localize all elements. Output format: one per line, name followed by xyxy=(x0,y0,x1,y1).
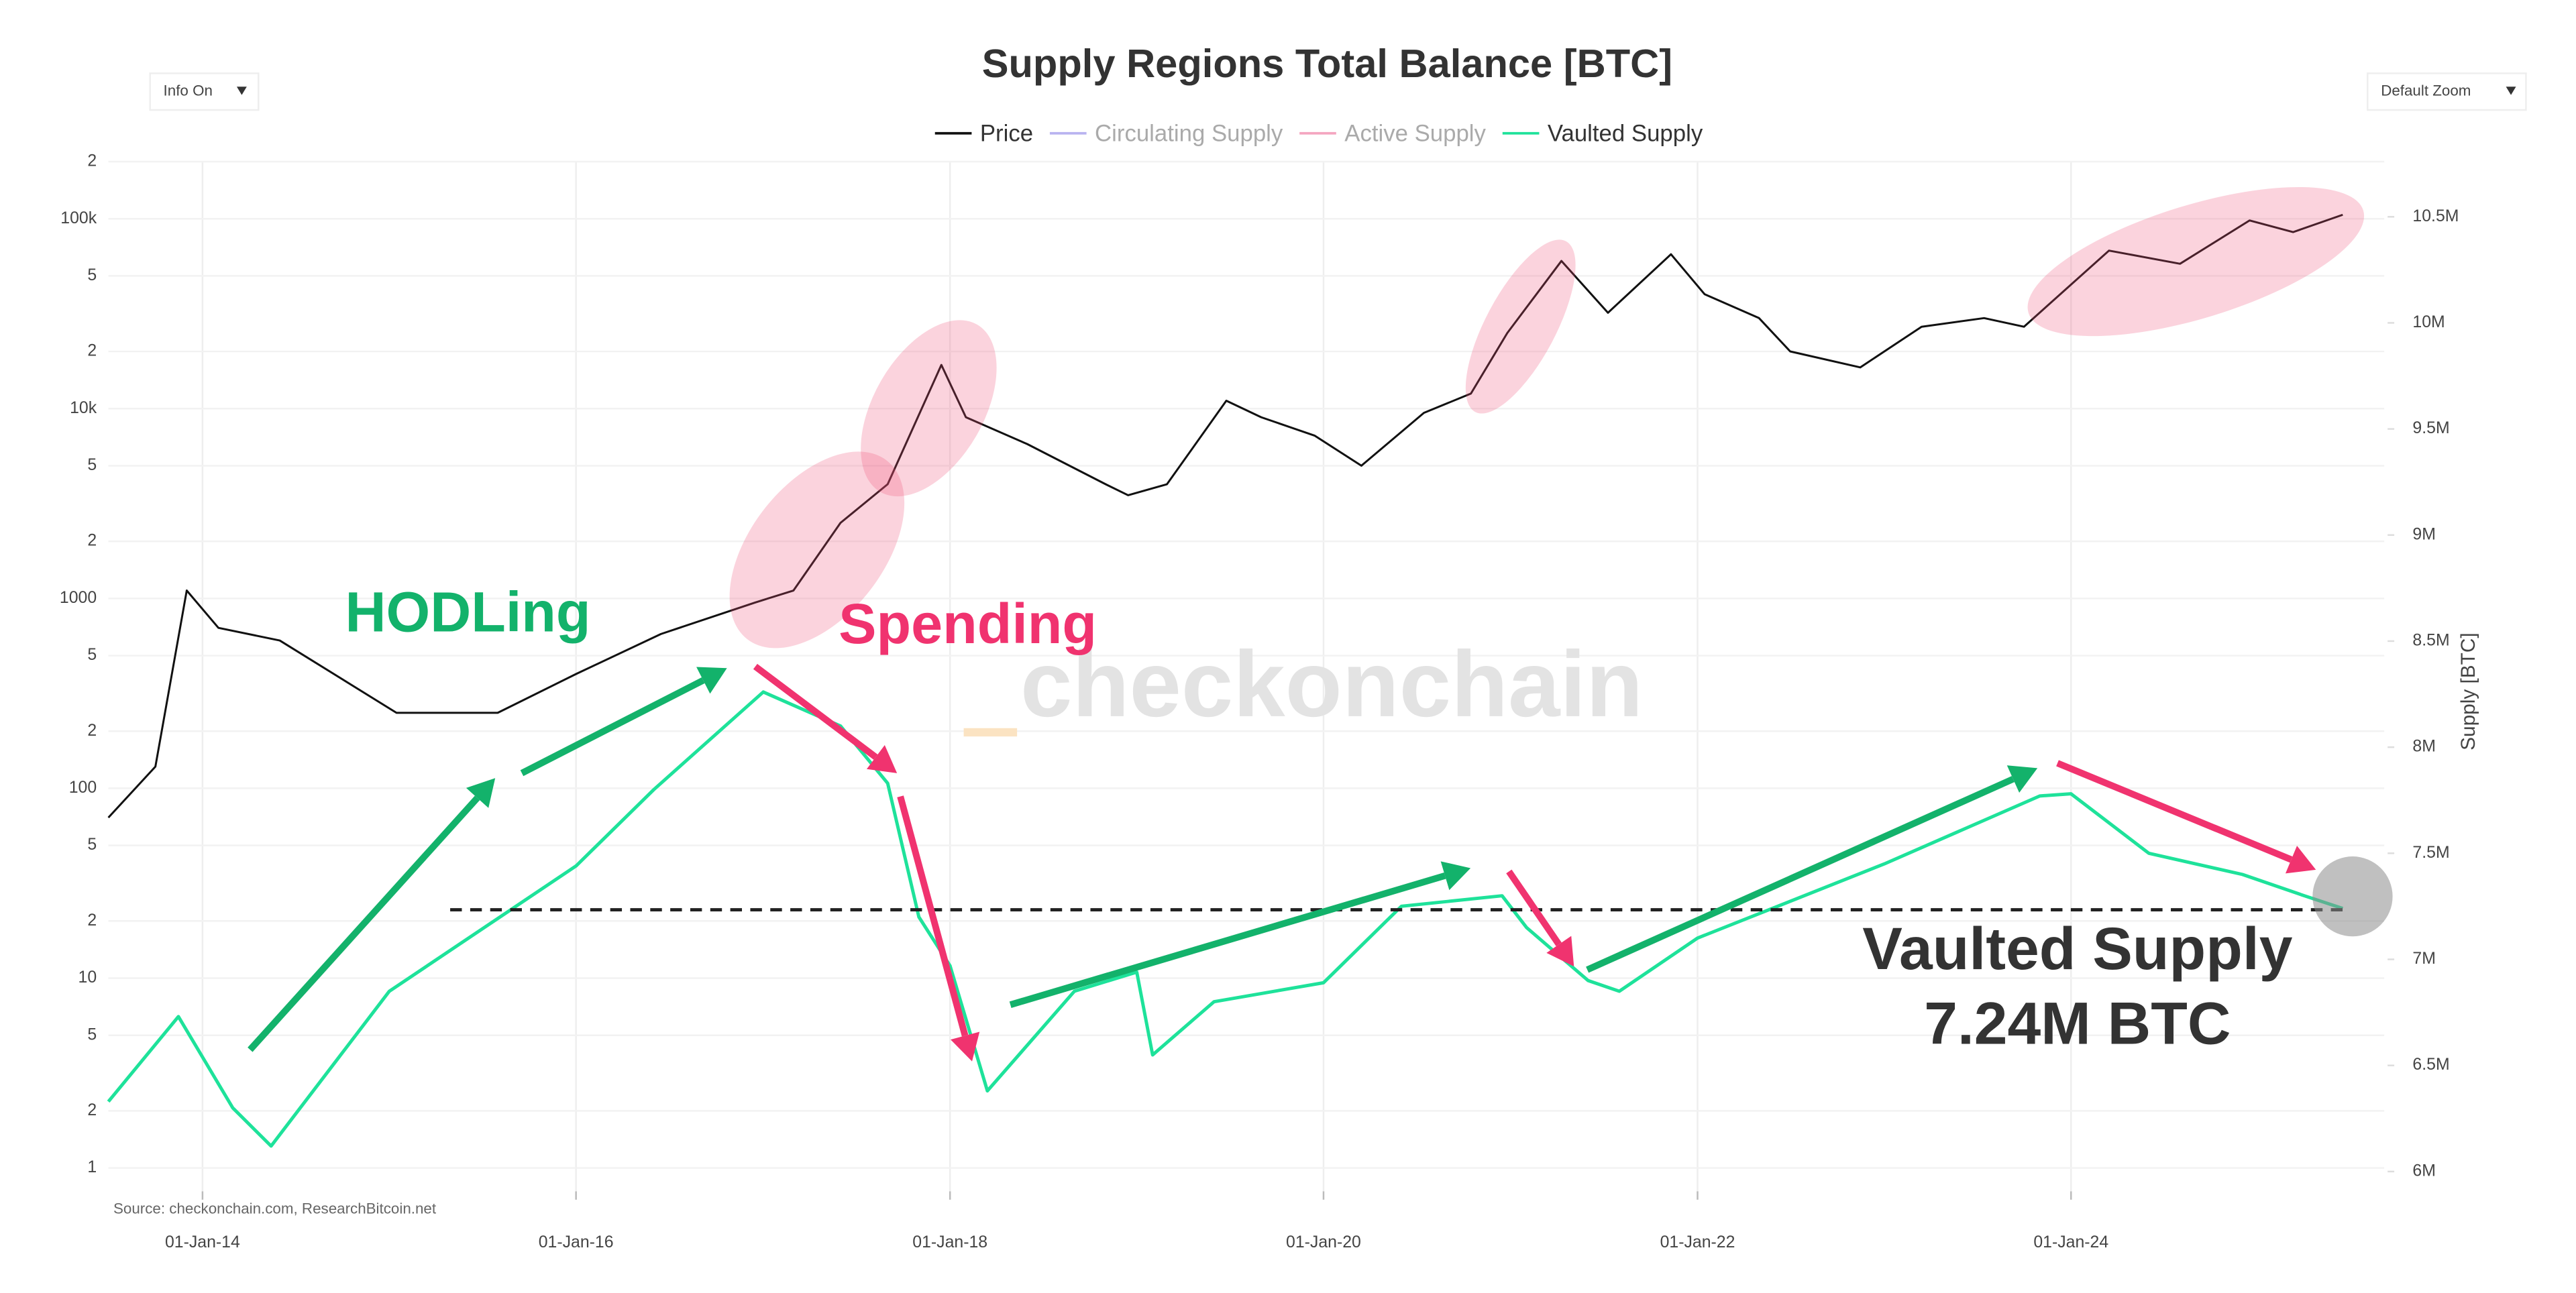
annotation-vaulted-title: Vaulted Supply xyxy=(1862,915,2292,982)
trend-arrow-head xyxy=(2285,846,2316,874)
legend-item: Vaulted Supply xyxy=(1502,121,1703,146)
highlight-ellipse xyxy=(861,320,997,497)
trend-arrow-head xyxy=(696,667,727,694)
y2-tick-label: 8M xyxy=(2412,738,2436,756)
y2-tick-label: 6.5M xyxy=(2412,1056,2449,1074)
current-marker xyxy=(2312,856,2393,937)
trend-arrow xyxy=(897,795,969,1037)
y-tick-label: 5 xyxy=(87,646,97,664)
trend-arrow xyxy=(1506,869,1562,947)
trend-arrow xyxy=(2056,760,2293,863)
y-tick-label: 1 xyxy=(87,1158,97,1176)
x-tick-label: 01-Jan-22 xyxy=(1660,1233,1735,1251)
source-note: Source: checkonchain.com, ResearchBitcoi… xyxy=(113,1200,437,1217)
dropdown-caret xyxy=(2506,87,2516,95)
annotation-vaulted-value: 7.24M BTC xyxy=(1924,990,2231,1057)
y2-axis-title: Supply [BTC] xyxy=(2457,632,2479,750)
y2-tick-label: 10.5M xyxy=(2412,207,2459,225)
legend-item: Circulating Supply xyxy=(1049,121,1283,146)
legend-item: Active Supply xyxy=(1299,121,1487,146)
y-tick-label: 2 xyxy=(87,911,97,930)
highlight-ellipse xyxy=(729,451,905,649)
trend-arrow-head xyxy=(1546,936,1574,967)
highlight-ellipse xyxy=(1465,239,1576,414)
trend-arrow xyxy=(520,677,705,777)
x-tick-label: 01-Jan-20 xyxy=(1286,1233,1361,1251)
legend-label: Price xyxy=(980,121,1033,146)
x-tick-label: 01-Jan-24 xyxy=(2033,1233,2108,1251)
legend: Price Circulating Supply Active Supply Vaul… xyxy=(934,121,1703,146)
chart-title: Supply Regions Total Balance [BTC] xyxy=(982,41,1672,86)
y-tick-label: 2 xyxy=(87,1101,97,1119)
y2-tick-label: 7.5M xyxy=(2412,844,2449,862)
y2-tick-label: 6M xyxy=(2412,1162,2436,1180)
y-tick-label: 1000 xyxy=(60,589,97,607)
y-tick-label: 100k xyxy=(60,209,97,227)
legend-label: Active Supply xyxy=(1344,121,1486,146)
y2-tick-label: 10M xyxy=(2412,313,2445,331)
trend-arrow-head xyxy=(466,778,496,808)
y-tick-label: 2 xyxy=(87,532,97,550)
trend-arrow xyxy=(1009,873,1446,1008)
x-tick-label: 01-Jan-16 xyxy=(539,1233,614,1251)
legend-item: Price xyxy=(934,121,1033,146)
y-tick-label: 2 xyxy=(87,342,97,360)
series-line xyxy=(107,690,2344,1148)
y2-tick-label: 8.5M xyxy=(2412,632,2449,650)
legend-label: Circulating Supply xyxy=(1095,121,1283,146)
y-tick-label: 5 xyxy=(87,836,97,854)
trend-arrow xyxy=(248,795,480,1052)
y-tick-label: 100 xyxy=(69,779,97,797)
watermark: checkonchain xyxy=(1020,632,1643,736)
annotation-hodling: HODLing xyxy=(345,581,590,644)
y-tick-label: 2 xyxy=(87,152,97,170)
info-button-label[interactable]: Info On xyxy=(164,82,213,99)
series-line xyxy=(107,213,2343,819)
zoom-button-label[interactable]: Default Zoom xyxy=(2381,82,2471,99)
y-tick-label: 2 xyxy=(87,722,97,740)
trend-arrow xyxy=(1586,776,2015,973)
watermark-underscore xyxy=(963,728,1018,737)
y2-tick-label: 9.5M xyxy=(2412,419,2449,437)
annotation-spending: Spending xyxy=(839,592,1097,655)
trend-arrow xyxy=(753,663,878,760)
annotations xyxy=(248,186,2393,1062)
y2-tick-label: 7M xyxy=(2412,950,2436,968)
zoom-button[interactable] xyxy=(2367,72,2527,111)
trend-arrow-head xyxy=(1440,861,1471,891)
trend-arrow-head xyxy=(2006,765,2038,793)
legend-label: Vaulted Supply xyxy=(1548,121,1703,146)
highlight-ellipse xyxy=(2027,186,2365,337)
y-tick-label: 5 xyxy=(87,1025,97,1044)
y-tick-label: 10k xyxy=(70,399,97,417)
y2-tick-label: 9M xyxy=(2412,525,2436,543)
y-tick-label: 10 xyxy=(78,968,97,987)
y-tick-label: 5 xyxy=(87,266,97,284)
x-tick-label: 01-Jan-18 xyxy=(912,1233,987,1251)
y-tick-label: 5 xyxy=(87,456,97,474)
trend-arrow-head xyxy=(951,1031,980,1062)
x-tick-label: 01-Jan-14 xyxy=(165,1233,240,1251)
dropdown-caret xyxy=(236,87,247,95)
trend-arrow-head xyxy=(866,745,898,773)
plot-area xyxy=(107,213,2344,1148)
